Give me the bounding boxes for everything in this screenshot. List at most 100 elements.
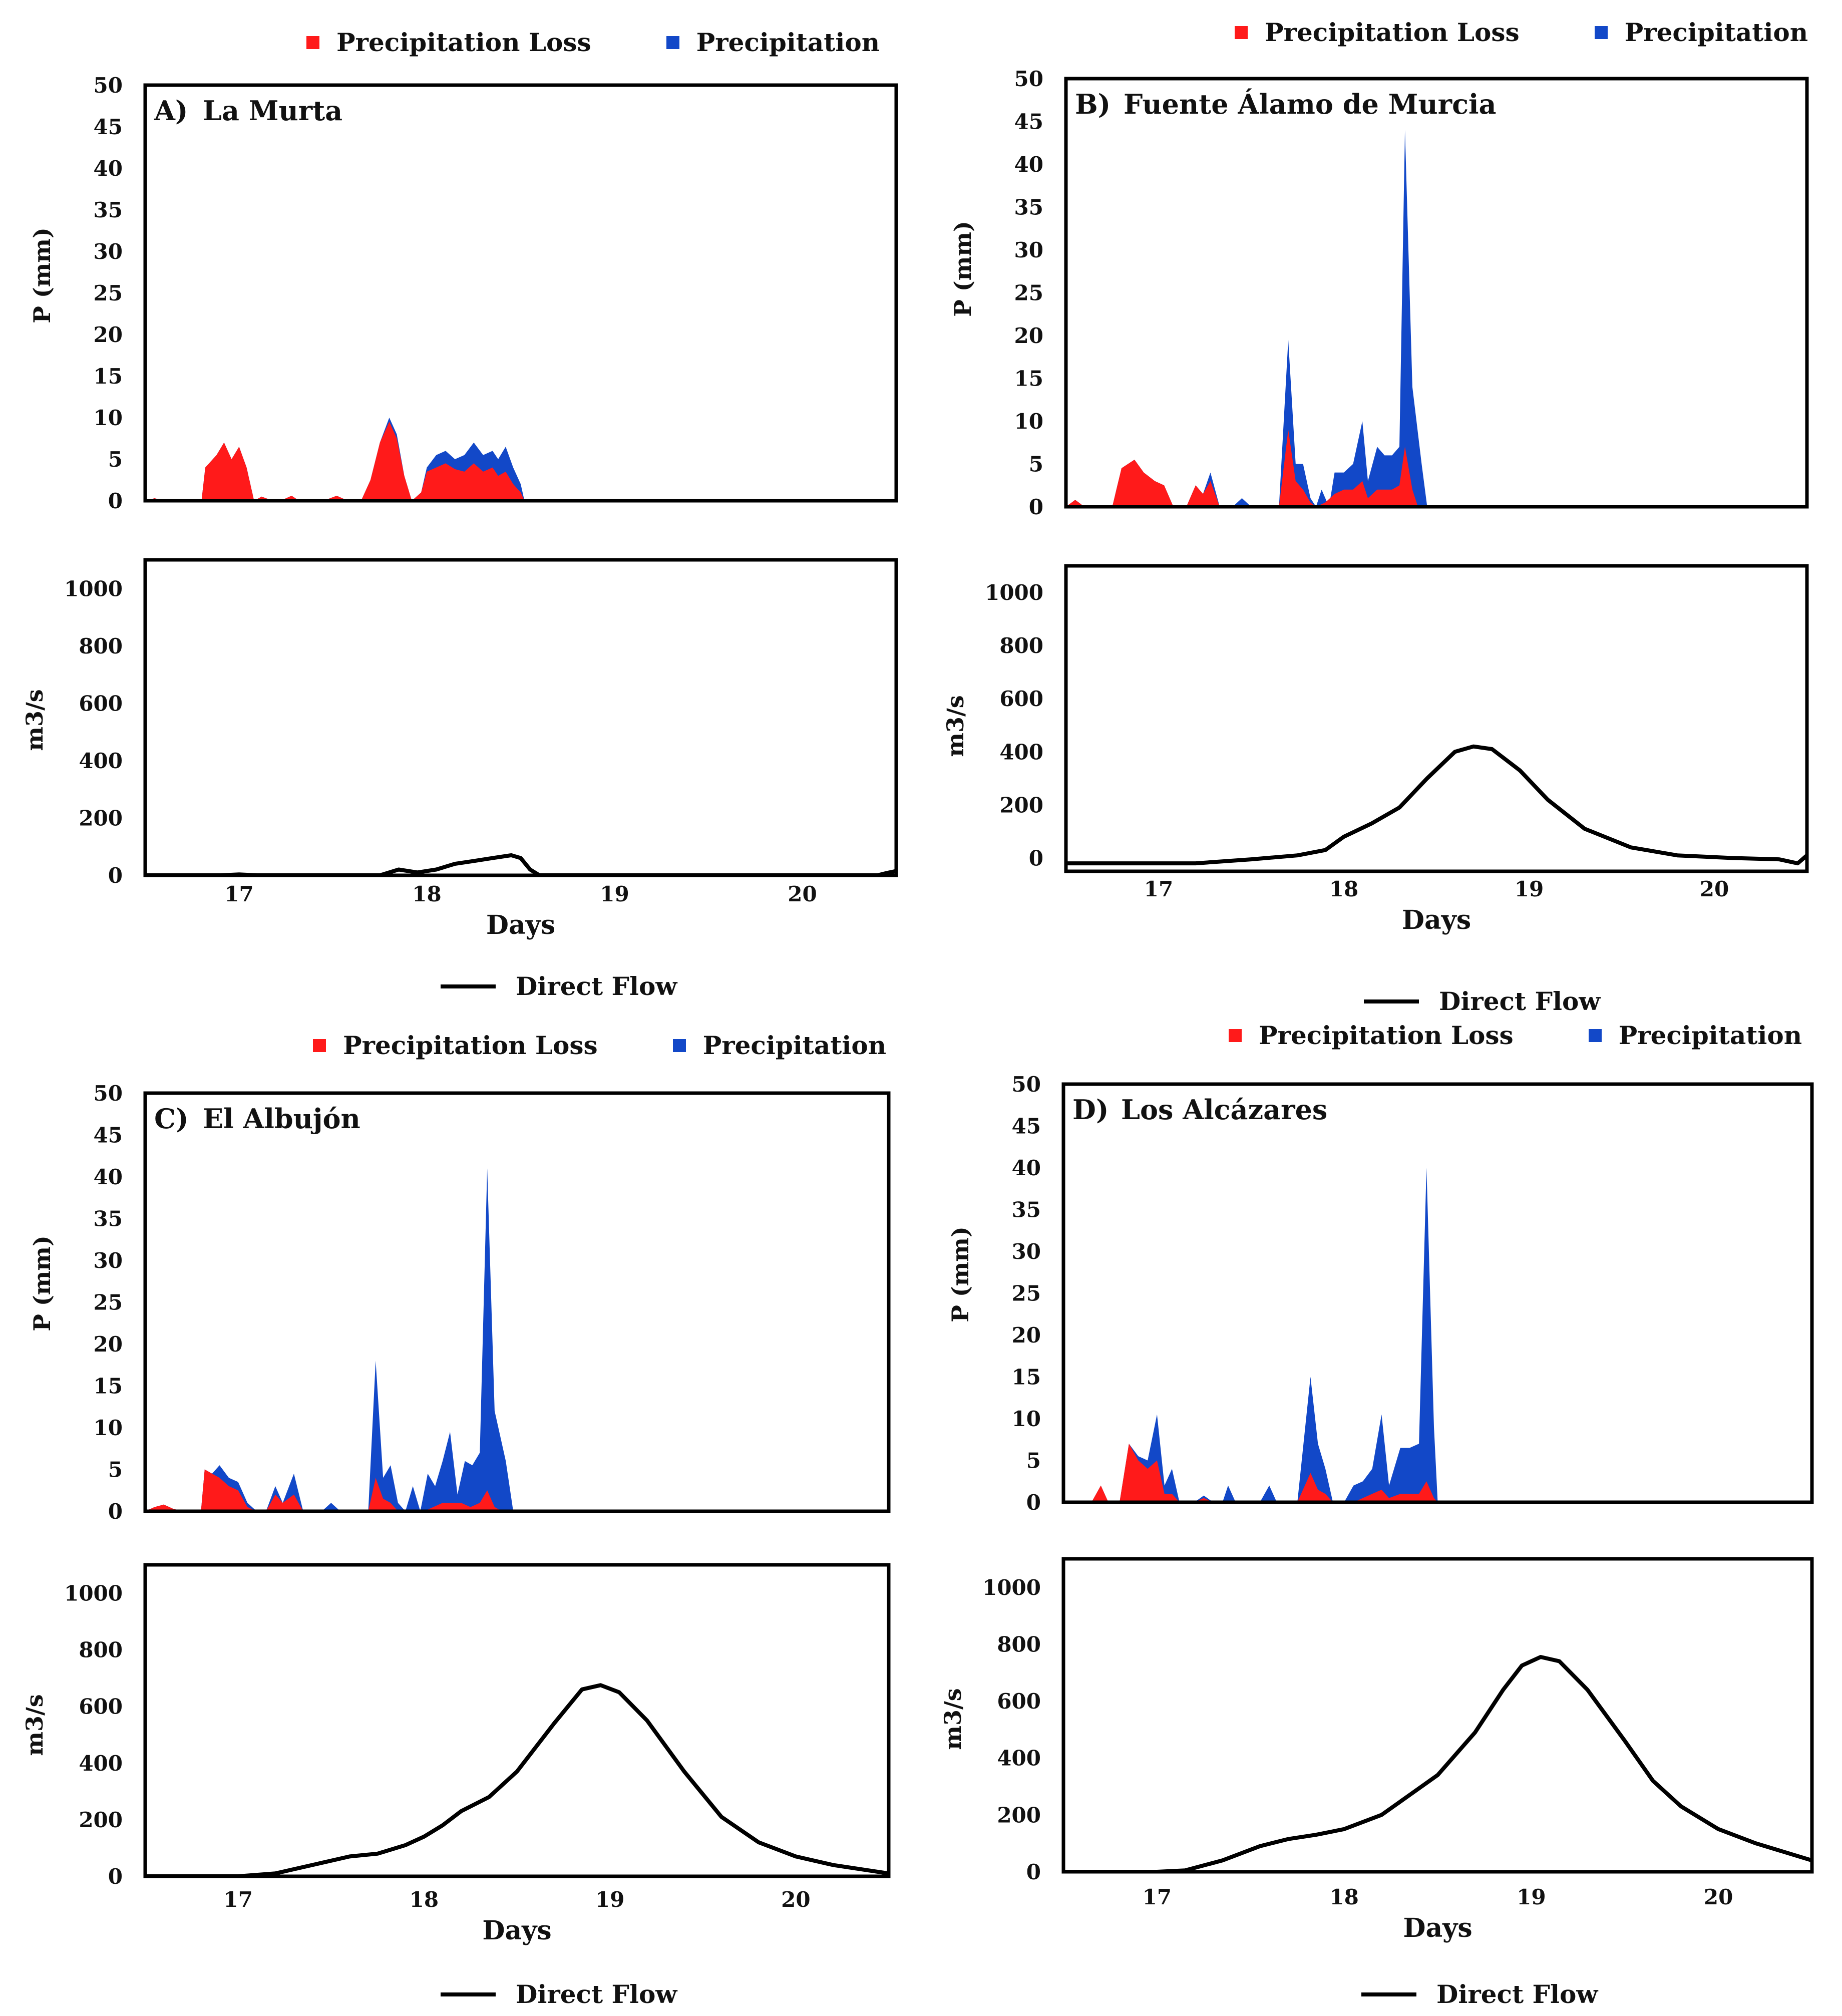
p-tick-label: 15 [1014,367,1043,391]
legend-precipitation: Precipitation Loss Precipitation [1235,18,1808,47]
p-tick-label: 50 [1012,1072,1041,1097]
p-tick-label: 40 [94,1165,123,1189]
precipitation-swatch [1588,1029,1602,1042]
panel-label: C) [154,1103,189,1135]
p-tick-label: 20 [1014,323,1043,348]
q-tick-label: 400 [79,1751,123,1776]
x-tick-label: 18 [1329,1885,1358,1909]
q-axis-label: m3/s [939,1688,966,1750]
panel-label: B) [1075,88,1111,120]
p-tick-label: 15 [94,1374,123,1399]
p-tick-label: 45 [94,115,123,139]
precip-plot-frame [1064,77,1809,509]
panel-d: Precipitation Loss Precipitation 50 45 40 3… [921,1008,1841,2016]
q-tick-label: 0 [1029,846,1043,870]
x-axis-label: Days [1402,905,1471,935]
q-tick-label: 1000 [982,1575,1041,1600]
p-tick-label: 5 [1029,452,1043,477]
p-tick-label: 45 [94,1123,123,1148]
legend-precipitation-label: Precipitation [696,28,880,57]
p-tick-label: 25 [1012,1281,1041,1306]
q-axis-label: m3/s [21,689,48,751]
direct-flow-swatch [1361,1992,1416,1996]
x-tick-label: 19 [1517,1885,1546,1909]
panel-title: Fuente Álamo de Murcia [1124,88,1497,120]
p-tick-label: 10 [1012,1407,1041,1431]
q-tick-label: 200 [79,806,123,830]
direct-flow-line [1063,1655,1812,1872]
p-tick-label: 35 [94,198,123,222]
legend-precipitation: Precipitation Loss Precipitation [313,1031,886,1060]
q-tick-label: 1000 [64,1581,123,1606]
precip-plot-frame [1061,1082,1814,1504]
p-tick-label: 0 [108,1499,123,1524]
p-tick-label: 30 [1012,1239,1041,1264]
q-tick-label: 400 [997,1746,1041,1771]
legend-direct-flow-label: Direct Flow [1436,1979,1598,2009]
p-tick-label: 5 [1026,1449,1041,1473]
precipitation-swatch [1594,26,1608,39]
legend-precipitation-label: Precipitation [702,1031,887,1060]
x-tick-label: 19 [600,882,629,906]
x-tick-label: 19 [1515,877,1544,901]
x-tick-label: 18 [1329,877,1358,901]
precip-loss-area [1063,1444,1812,1502]
legend-precip-loss-label: Precipitation Loss [1265,18,1520,47]
q-tick-label: 800 [79,1638,123,1662]
p-tick-label: 45 [1012,1114,1041,1139]
legend-direct-flow-label: Direct Flow [1439,986,1601,1016]
panel-title: La Murta [203,95,342,127]
q-tick-label: 600 [997,1689,1041,1714]
precipitation-swatch [666,36,679,49]
precipitation-swatch [672,1039,686,1052]
direct-flow-swatch [441,1992,496,1996]
direct-flow-line [1066,744,1807,866]
precip-plot-frame [143,83,898,503]
q-tick-label: 600 [79,691,123,716]
direct-flow-swatch [441,984,496,988]
x-tick-label: 20 [1700,877,1729,901]
legend-precipitation-label: Precipitation [1624,18,1808,47]
p-axis-label: P (mm) [947,1226,974,1322]
p-axis-label: P (mm) [29,227,56,323]
precipitation-area [1063,1168,1812,1502]
legend-direct-flow-label: Direct Flow [516,971,677,1001]
q-axis-label: m3/s [21,1694,48,1756]
legend-direct-flow: Direct Flow [441,1979,677,2009]
panel-label: A) [154,95,188,127]
q-tick-label: 1000 [64,576,123,601]
panel-c: Precipitation Loss Precipitation 50 45 40 3… [0,1008,921,2016]
x-tick-label: 17 [1143,1885,1172,1909]
precip-loss-area [1066,430,1807,507]
q-tick-label: 0 [108,1864,123,1889]
p-tick-label: 25 [94,281,123,305]
precip-loss-area [145,422,896,501]
legend-precipitation: Precipitation Loss Precipitation [1229,1021,1802,1050]
q-tick-label: 400 [79,749,123,773]
p-tick-label: 15 [1012,1365,1041,1390]
p-tick-label: 0 [1026,1490,1041,1515]
q-tick-label: 800 [999,633,1043,658]
p-tick-label: 40 [1014,152,1043,177]
x-tick-label: 17 [223,1887,252,1912]
flow-plot-frame [143,1563,891,1878]
p-tick-label: 30 [94,239,123,264]
p-tick-label: 5 [108,447,123,472]
q-tick-label: 0 [1026,1860,1041,1884]
x-tick-label: 20 [788,882,817,906]
precip-loss-swatch [1235,26,1248,39]
precipitation-area [145,1168,889,1511]
panel-b: Precipitation Loss Precipitation 50 45 40 3… [921,0,1841,1016]
p-tick-label: 30 [1014,238,1043,262]
legend-precipitation: Precipitation Loss Precipitation [306,28,880,57]
x-tick-label: 19 [595,1887,624,1912]
p-tick-label: 50 [1014,67,1043,91]
p-tick-label: 45 [1014,110,1043,134]
legend-direct-flow: Direct Flow [441,971,677,1001]
legend-precip-loss-label: Precipitation Loss [343,1031,598,1060]
p-tick-label: 40 [94,156,123,181]
p-tick-label: 0 [1029,495,1043,519]
